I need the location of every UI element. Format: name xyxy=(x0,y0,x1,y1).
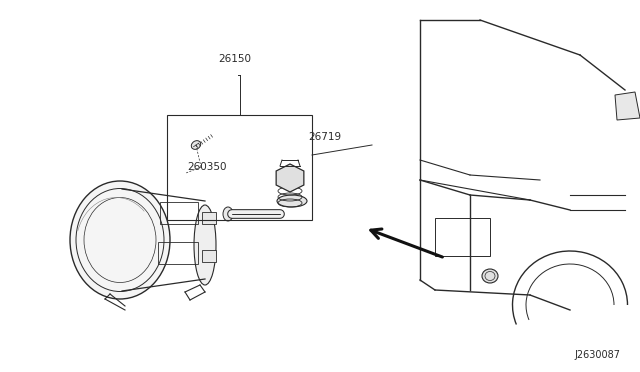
Polygon shape xyxy=(276,164,304,192)
Text: J2630087: J2630087 xyxy=(574,350,620,360)
Ellipse shape xyxy=(223,207,233,221)
FancyBboxPatch shape xyxy=(202,212,216,224)
Ellipse shape xyxy=(191,141,201,149)
Ellipse shape xyxy=(482,269,498,283)
Bar xyxy=(167,115,312,220)
Ellipse shape xyxy=(70,181,170,299)
FancyBboxPatch shape xyxy=(202,250,216,262)
Text: 26150: 26150 xyxy=(218,54,251,64)
Ellipse shape xyxy=(277,195,307,207)
Text: 260350: 260350 xyxy=(187,162,227,172)
Ellipse shape xyxy=(194,205,216,285)
Polygon shape xyxy=(615,92,640,120)
Text: 26719: 26719 xyxy=(308,132,341,142)
